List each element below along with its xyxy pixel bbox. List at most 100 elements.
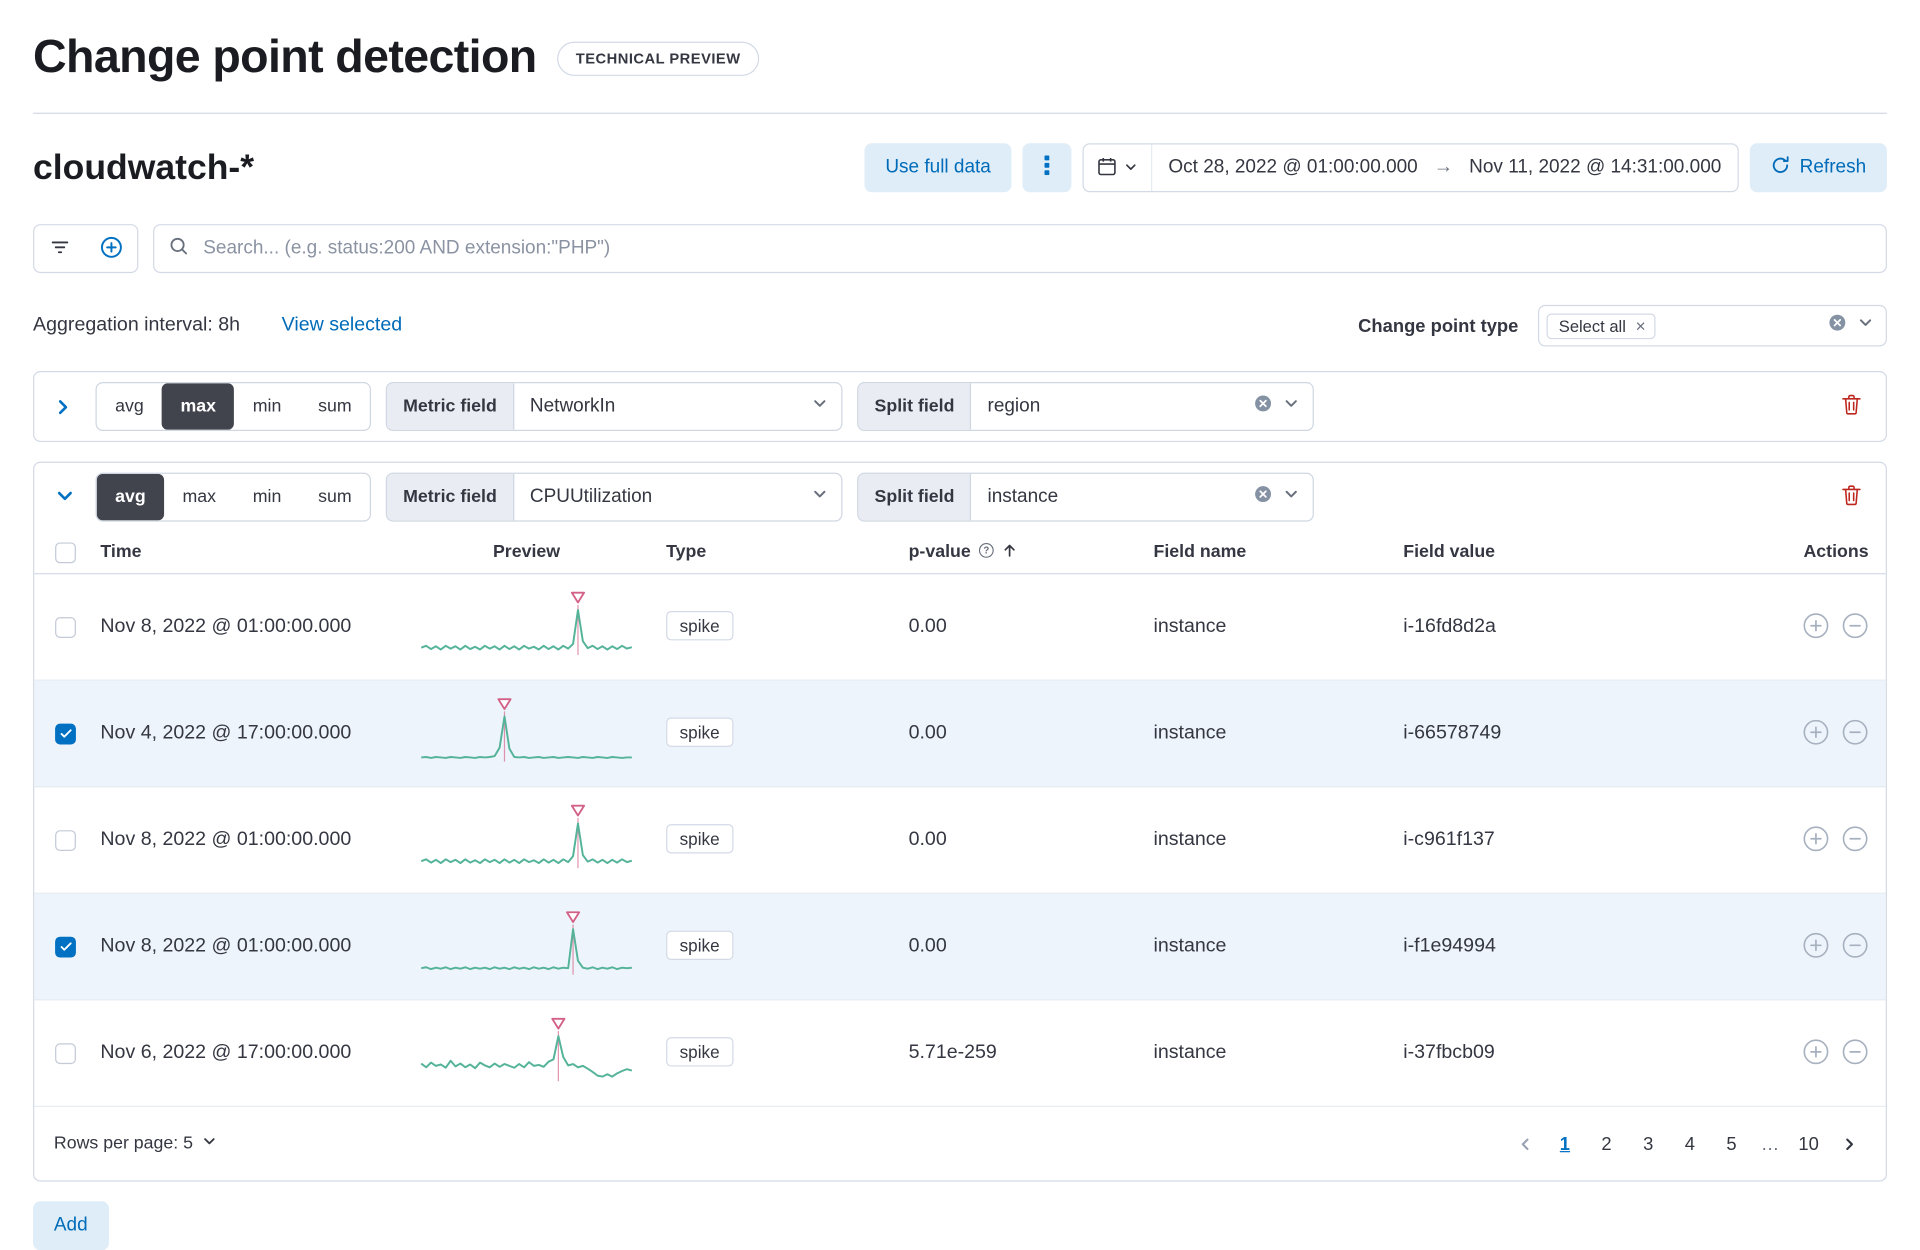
column-header-p-value[interactable]: p-value ? [879, 542, 1124, 563]
type-badge: spike [666, 824, 734, 854]
metric-field-select[interactable]: NetworkIn [514, 383, 841, 430]
split-field-value: instance [987, 486, 1059, 507]
split-field-select[interactable]: instance [972, 474, 1313, 521]
preview-sparkline [419, 695, 635, 772]
page-button-4[interactable]: 4 [1671, 1125, 1708, 1162]
collapse-panel-button[interactable] [49, 481, 81, 513]
previous-page-button[interactable] [1507, 1127, 1541, 1161]
select-all-checkbox[interactable] [55, 541, 76, 563]
page-button-2[interactable]: 2 [1588, 1125, 1625, 1162]
cell-p-value: 5.71e-259 [908, 1042, 997, 1063]
filter-out-value-button[interactable] [1842, 718, 1869, 749]
config-panel-cpuutilization: avg max min sum Metric field CPUUtilizat… [33, 461, 1887, 1182]
fn-button-min[interactable]: min [234, 383, 299, 430]
cell-p-value: 0.00 [908, 615, 947, 637]
boxes-vertical-icon [1044, 154, 1050, 181]
plus-in-circle-icon [1802, 612, 1829, 643]
refresh-button[interactable]: Refresh [1749, 143, 1887, 193]
use-full-data-button[interactable]: Use full data [864, 143, 1012, 193]
filter-for-value-button[interactable] [1802, 612, 1829, 643]
search-input[interactable] [200, 236, 1872, 261]
chevron-down-icon [1284, 396, 1300, 418]
column-header-time[interactable]: Time [100, 542, 142, 563]
preview-sparkline [419, 908, 635, 985]
filter-for-value-button[interactable] [1802, 718, 1829, 749]
page-button-5[interactable]: 5 [1713, 1125, 1750, 1162]
filter-out-value-button[interactable] [1842, 931, 1869, 962]
clear-field-icon[interactable] [1254, 394, 1272, 418]
fn-button-avg[interactable]: avg [96, 473, 165, 521]
page-button-10[interactable]: 10 [1790, 1125, 1827, 1162]
table-header-row: Time Preview Type p-value ? Field name F… [34, 531, 1886, 575]
filter-button[interactable] [34, 225, 85, 272]
filter-out-value-button[interactable] [1842, 612, 1869, 643]
expand-panel-button[interactable] [49, 391, 81, 423]
cell-field-value: i-f1e94994 [1403, 935, 1496, 957]
column-header-preview: Preview [492, 542, 561, 563]
cell-field-name: instance [1153, 1042, 1227, 1063]
page-button-1[interactable]: 1 [1547, 1125, 1584, 1162]
clear-selection-icon[interactable] [1828, 313, 1846, 337]
cell-field-name: instance [1153, 722, 1227, 744]
table-body: Nov 8, 2022 @ 01:00:00.000 spike 0.00 in… [34, 574, 1886, 1107]
split-field-select[interactable]: region [972, 383, 1313, 430]
rows-per-page-button[interactable]: Rows per page: 5 [54, 1134, 216, 1153]
row-checkbox[interactable] [55, 616, 76, 638]
metric-field-select[interactable]: CPUUtilization [514, 474, 841, 521]
controls-row: Aggregation interval: 8h View selected C… [33, 304, 1887, 347]
add-button[interactable]: Add [33, 1201, 109, 1250]
date-end[interactable]: Nov 11, 2022 @ 14:31:00.000 [1469, 156, 1722, 178]
metric-field-label: Metric field [387, 383, 514, 430]
selected-type-pill-label: Select all [1558, 316, 1626, 335]
date-start[interactable]: Oct 28, 2022 @ 01:00:00.000 [1168, 156, 1418, 178]
filter-for-value-button[interactable] [1802, 825, 1829, 856]
column-header-actions: Actions [1803, 542, 1869, 563]
cell-field-name: instance [1153, 615, 1227, 637]
data-view-title: cloudwatch-* [33, 147, 255, 187]
row-checkbox[interactable] [55, 829, 76, 851]
next-page-button[interactable] [1832, 1127, 1866, 1161]
change-point-type-combobox[interactable]: Select all × [1537, 304, 1887, 347]
metric-field-control: Metric field NetworkIn [385, 382, 843, 432]
chevron-down-icon[interactable] [1858, 315, 1874, 337]
minus-in-circle-icon [1842, 718, 1869, 749]
pagination-ellipsis: … [1760, 1133, 1780, 1155]
fn-button-min[interactable]: min [234, 474, 299, 521]
clear-field-icon[interactable] [1254, 485, 1272, 509]
chevron-down-icon [55, 486, 75, 509]
cell-preview [407, 801, 647, 878]
filter-for-value-button[interactable] [1802, 1038, 1829, 1069]
chevron-right-icon [53, 397, 76, 417]
filter-out-value-button[interactable] [1842, 1038, 1869, 1069]
row-checkbox[interactable] [55, 723, 76, 744]
row-checkbox[interactable] [55, 936, 76, 957]
filter-for-value-button[interactable] [1802, 931, 1829, 962]
filter-out-value-button[interactable] [1842, 825, 1869, 856]
fn-button-avg[interactable]: avg [97, 383, 162, 430]
fn-button-max[interactable]: max [164, 474, 234, 521]
remove-pill-icon[interactable]: × [1635, 315, 1646, 336]
boxes-vertical-button[interactable] [1022, 143, 1072, 193]
page-button-3[interactable]: 3 [1630, 1125, 1667, 1162]
fn-button-max[interactable]: max [162, 383, 235, 430]
row-checkbox[interactable] [55, 1042, 76, 1064]
fn-button-sum[interactable]: sum [300, 383, 370, 430]
calendar-dropdown-button[interactable] [1084, 144, 1153, 192]
cell-p-value: 0.00 [908, 828, 947, 850]
filter-icon [50, 237, 70, 260]
delete-config-button[interactable] [1837, 389, 1866, 423]
plus-in-circle-icon [1802, 931, 1829, 962]
table-row: Nov 6, 2022 @ 17:00:00.000 spike 5.71e-2… [34, 1000, 1886, 1107]
cell-field-value: i-66578749 [1403, 722, 1502, 744]
delete-config-button[interactable] [1837, 480, 1866, 514]
column-header-field-value: Field value [1403, 542, 1496, 563]
add-filter-button[interactable] [86, 225, 137, 272]
question-in-circle-icon[interactable]: ? [978, 542, 994, 563]
view-selected-link[interactable]: View selected [281, 314, 403, 336]
preview-sparkline [419, 588, 635, 665]
metric-field-label: Metric field [387, 473, 514, 521]
fn-button-sum[interactable]: sum [300, 474, 370, 521]
sort-ascending-icon[interactable] [1001, 542, 1017, 563]
cell-field-value: i-16fd8d2a [1403, 615, 1496, 637]
